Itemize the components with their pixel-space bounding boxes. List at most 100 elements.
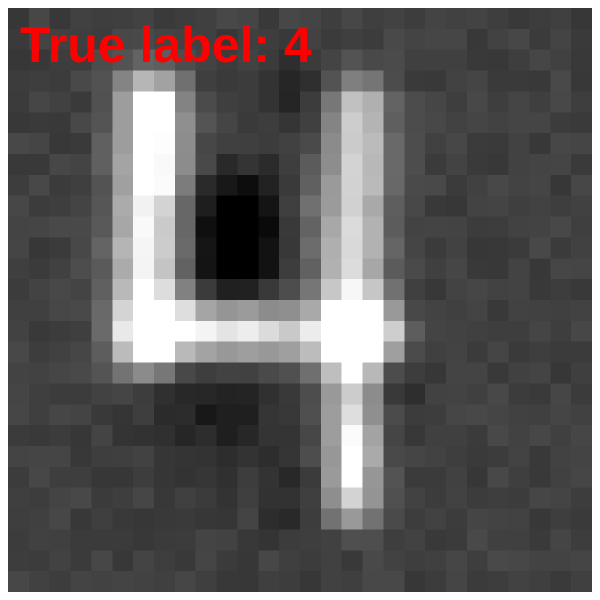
digit-pixel bbox=[509, 8, 530, 29]
digit-pixel bbox=[404, 383, 425, 404]
digit-pixel bbox=[550, 550, 571, 571]
digit-pixel bbox=[91, 488, 112, 509]
digit-pixel bbox=[237, 300, 258, 321]
digit-pixel bbox=[175, 571, 196, 592]
digit-pixel bbox=[467, 342, 488, 363]
digit-pixel bbox=[571, 8, 592, 29]
digit-pixel bbox=[467, 217, 488, 238]
digit-pixel bbox=[300, 112, 321, 133]
digit-pixel bbox=[279, 279, 300, 300]
digit-pixel bbox=[550, 279, 571, 300]
digit-pixel bbox=[383, 488, 404, 509]
digit-pixel bbox=[321, 196, 342, 217]
digit-pixel bbox=[404, 91, 425, 112]
digit-pixel bbox=[509, 258, 530, 279]
digit-pixel bbox=[321, 133, 342, 154]
digit-pixel bbox=[217, 446, 238, 467]
digit-pixel bbox=[29, 258, 50, 279]
digit-pixel bbox=[467, 71, 488, 92]
digit-pixel bbox=[217, 383, 238, 404]
digit-pixel bbox=[509, 571, 530, 592]
digit-pixel bbox=[196, 258, 217, 279]
digit-pixel bbox=[467, 550, 488, 571]
digit-pixel bbox=[112, 112, 133, 133]
digit-pixel bbox=[488, 467, 509, 488]
digit-pixel bbox=[71, 509, 92, 530]
digit-pixel bbox=[446, 175, 467, 196]
digit-pixel bbox=[237, 488, 258, 509]
digit-pixel bbox=[154, 112, 175, 133]
digit-pixel bbox=[342, 91, 363, 112]
digit-pixel bbox=[91, 300, 112, 321]
digit-pixel bbox=[342, 196, 363, 217]
digit-pixel bbox=[509, 425, 530, 446]
digit-pixel bbox=[404, 571, 425, 592]
digit-pixel bbox=[467, 404, 488, 425]
digit-pixel bbox=[258, 509, 279, 530]
digit-pixel bbox=[112, 237, 133, 258]
digit-pixel bbox=[300, 550, 321, 571]
digit-pixel bbox=[50, 154, 71, 175]
digit-pixel bbox=[217, 217, 238, 238]
digit-pixel bbox=[29, 383, 50, 404]
digit-pixel bbox=[91, 529, 112, 550]
digit-pixel bbox=[571, 383, 592, 404]
digit-pixel bbox=[467, 363, 488, 384]
digit-pixel bbox=[425, 550, 446, 571]
digit-pixel bbox=[8, 488, 29, 509]
digit-pixel bbox=[467, 237, 488, 258]
digit-pixel bbox=[237, 175, 258, 196]
digit-pixel bbox=[404, 258, 425, 279]
digit-pixel bbox=[154, 237, 175, 258]
digit-pixel bbox=[342, 488, 363, 509]
digit-pixel bbox=[154, 133, 175, 154]
digit-pixel bbox=[321, 550, 342, 571]
digit-pixel bbox=[50, 133, 71, 154]
digit-pixel bbox=[571, 342, 592, 363]
digit-pixel bbox=[71, 196, 92, 217]
digit-pixel bbox=[488, 112, 509, 133]
digit-pixel bbox=[321, 217, 342, 238]
digit-pixel bbox=[91, 363, 112, 384]
digit-pixel bbox=[383, 300, 404, 321]
digit-pixel bbox=[175, 321, 196, 342]
digit-pixel bbox=[154, 175, 175, 196]
digit-pixel bbox=[196, 321, 217, 342]
digit-pixel bbox=[425, 91, 446, 112]
digit-pixel bbox=[196, 404, 217, 425]
digit-pixel bbox=[488, 71, 509, 92]
digit-pixel bbox=[279, 342, 300, 363]
digit-pixel bbox=[196, 550, 217, 571]
digit-pixel bbox=[488, 529, 509, 550]
digit-pixel bbox=[342, 50, 363, 71]
digit-pixel bbox=[509, 133, 530, 154]
digit-pixel bbox=[300, 425, 321, 446]
digit-pixel bbox=[29, 571, 50, 592]
digit-pixel bbox=[279, 509, 300, 530]
digit-pixel bbox=[363, 425, 384, 446]
digit-pixel bbox=[237, 237, 258, 258]
digit-pixel bbox=[321, 91, 342, 112]
digit-pixel bbox=[363, 196, 384, 217]
digit-pixel bbox=[571, 404, 592, 425]
digit-pixel bbox=[363, 133, 384, 154]
digit-pixel bbox=[50, 300, 71, 321]
digit-pixel bbox=[196, 300, 217, 321]
digit-pixel bbox=[258, 363, 279, 384]
true-label-caption: True label: 4 bbox=[20, 12, 312, 78]
digit-pixel bbox=[175, 91, 196, 112]
digit-pixel bbox=[509, 300, 530, 321]
digit-pixel bbox=[112, 467, 133, 488]
digit-pixel bbox=[71, 467, 92, 488]
digit-pixel bbox=[279, 571, 300, 592]
digit-pixel bbox=[404, 550, 425, 571]
digit-pixel bbox=[383, 50, 404, 71]
digit-pixel bbox=[50, 321, 71, 342]
digit-pixel bbox=[217, 279, 238, 300]
digit-pixel bbox=[342, 425, 363, 446]
digit-pixel bbox=[175, 404, 196, 425]
digit-pixel bbox=[342, 467, 363, 488]
digit-pixel bbox=[300, 217, 321, 238]
digit-pixel bbox=[112, 404, 133, 425]
digit-pixel bbox=[217, 112, 238, 133]
